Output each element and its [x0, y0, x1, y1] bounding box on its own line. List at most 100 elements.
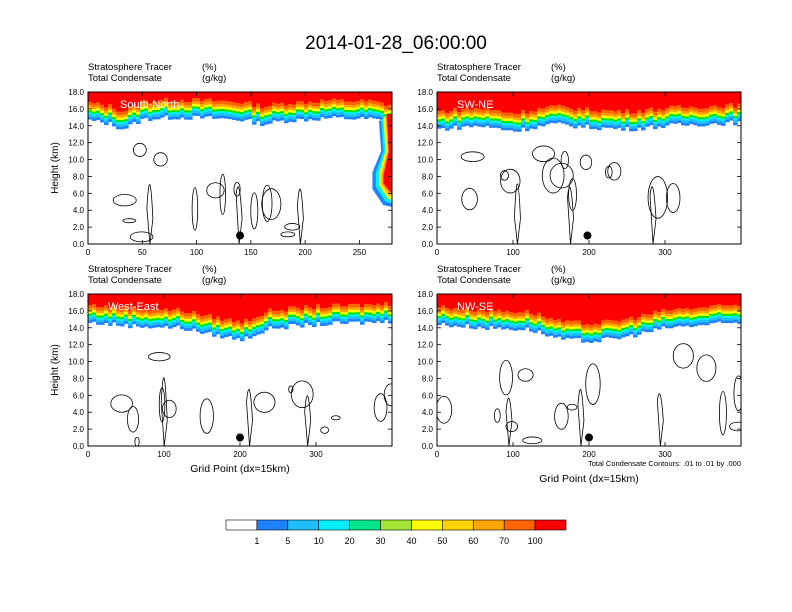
tracer-column	[473, 92, 478, 108]
contour-tower	[567, 186, 574, 244]
x-tick-label: 300	[658, 450, 672, 459]
tracer-column	[589, 294, 594, 326]
contour-cell	[147, 352, 171, 362]
tracer-column	[252, 92, 257, 107]
tracer-column	[545, 92, 550, 107]
y-tick-label: 4.0	[73, 206, 85, 215]
tracer-column	[741, 294, 746, 318]
tracer-column	[741, 294, 746, 320]
tracer-field	[88, 294, 397, 446]
tracer-column	[537, 92, 542, 108]
x-tick-label: 300	[658, 248, 672, 257]
tracer-column	[244, 294, 249, 319]
tracer-column	[597, 294, 602, 325]
tracer-column	[665, 294, 670, 311]
tracer-column	[461, 294, 466, 310]
tracer-column	[276, 294, 281, 311]
tracer-column	[729, 294, 734, 306]
contour-cell	[253, 391, 276, 413]
tracer-column	[689, 92, 694, 107]
tracer-column	[657, 294, 662, 312]
tracer-column	[741, 92, 746, 106]
condensate-contours	[110, 352, 392, 446]
y-tick-label: 2.0	[73, 425, 85, 434]
tracer-column	[713, 294, 718, 305]
tracer-column	[368, 92, 373, 100]
tracer-column	[617, 92, 622, 111]
tracer-column	[513, 92, 518, 114]
contour-cell	[330, 415, 341, 421]
tracer-column	[260, 294, 265, 316]
tracer-column	[509, 294, 514, 313]
tracer-column	[112, 92, 117, 109]
y-tick-label: 16.0	[417, 105, 433, 114]
tracer-column	[188, 92, 193, 103]
tracer-column	[705, 92, 710, 109]
x-tick-label: 0	[435, 450, 440, 459]
tracer-column	[392, 294, 397, 320]
plot-frame	[87, 91, 393, 245]
contour-cell	[162, 399, 177, 418]
tracer-column	[649, 92, 654, 108]
colorbar-box	[442, 519, 474, 531]
tracer-column	[136, 92, 141, 107]
x-tick-label: 0	[86, 248, 91, 257]
contour-cell	[261, 188, 282, 221]
tracer-column	[112, 294, 117, 305]
tracer-field	[437, 92, 746, 244]
tracer-column	[132, 92, 137, 105]
tracer-column	[268, 294, 273, 309]
tracer-column	[340, 294, 345, 307]
tracer-column	[593, 294, 598, 324]
y-tick-label: 12.0	[68, 341, 84, 350]
x-tick-label: 0	[435, 248, 440, 257]
tracer-column	[465, 294, 470, 307]
tracer-column	[88, 92, 93, 102]
x-axis-label: Grid Point (dx=15km)	[190, 463, 290, 475]
tracer-column	[328, 294, 333, 308]
tracer-column	[320, 294, 325, 309]
tracer-column	[733, 294, 738, 305]
contour-tower	[656, 393, 664, 446]
tracer-column	[308, 92, 313, 102]
tracer-column	[565, 294, 570, 321]
tracer-column	[629, 294, 634, 317]
tracer-column	[392, 92, 397, 115]
tracer-column	[701, 92, 706, 109]
contour-cell	[233, 182, 241, 197]
contour-cell	[672, 343, 694, 369]
tracer-column	[164, 92, 169, 98]
tracer-column	[709, 92, 714, 107]
tracer-column	[356, 92, 361, 101]
y-tick-label: 6.0	[73, 189, 85, 198]
tracer-column	[669, 294, 674, 311]
tracer-column	[601, 294, 606, 321]
panel-unit-tracer: (%)	[551, 62, 566, 73]
tracer-column	[741, 92, 746, 121]
tracer-column	[372, 92, 377, 101]
x-axis-label: Grid Point (dx=15km)	[539, 473, 639, 485]
panel-unit-condensate: (g/kg)	[551, 73, 575, 84]
tracer-column	[485, 92, 490, 109]
tracer-column	[100, 92, 105, 105]
tracer-column	[729, 92, 734, 103]
tracer-column	[541, 92, 546, 109]
tracer-column	[240, 294, 245, 324]
colorbar-label: 40	[406, 536, 416, 546]
contour-cell	[129, 231, 154, 243]
colorbar-label: 70	[499, 536, 509, 546]
tracer-column	[681, 92, 686, 108]
tracer-column	[741, 294, 746, 316]
x-tick-label: 100	[506, 248, 520, 257]
tracer-column	[392, 294, 397, 323]
tracer-column	[549, 294, 554, 319]
tracer-column	[388, 92, 392, 105]
tracer-column	[204, 92, 209, 99]
panel-label: SW-NE	[457, 99, 493, 111]
tracer-column	[525, 294, 530, 310]
tracer-column	[284, 294, 289, 312]
contour-cell	[191, 187, 199, 231]
tracer-column	[200, 92, 205, 101]
tracer-column	[392, 92, 397, 105]
